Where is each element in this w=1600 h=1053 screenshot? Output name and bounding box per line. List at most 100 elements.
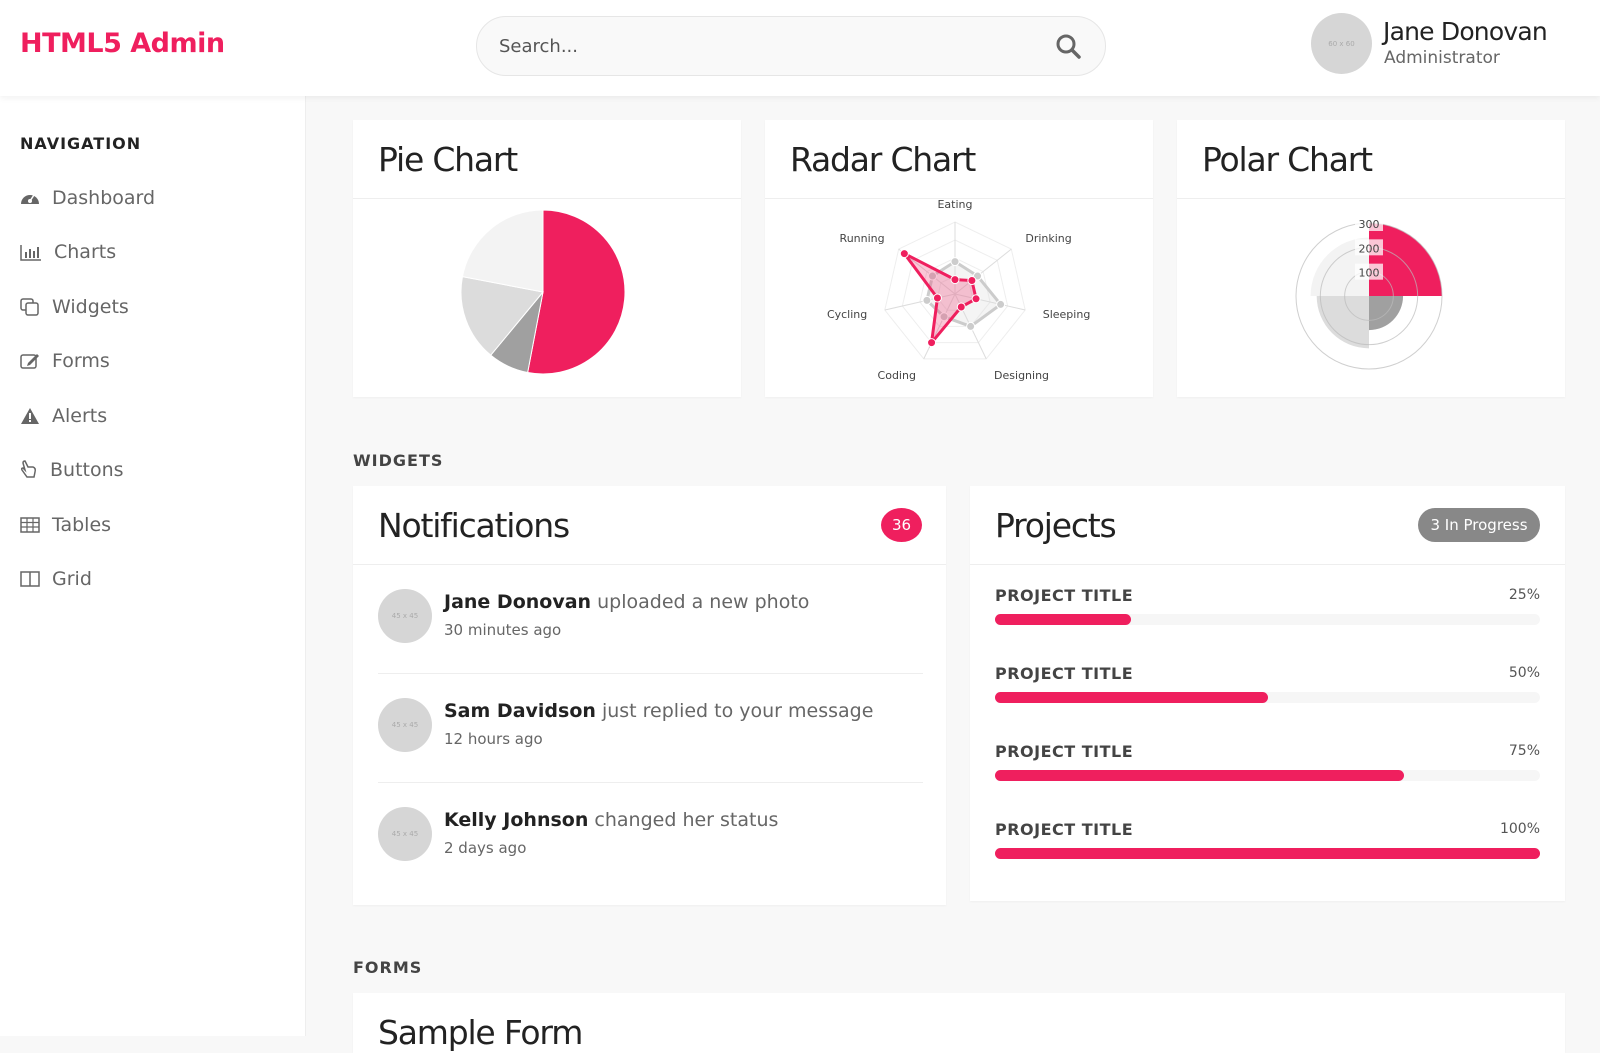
divider [353,564,946,565]
sidebar-item-buttons[interactable]: Buttons [20,455,124,485]
notification-item[interactable]: 45 x 45 Kelly Johnson changed her status… [378,783,923,892]
progress-bar [995,848,1540,859]
warning-icon [21,408,39,424]
search-bar [476,16,1106,76]
user-avatar[interactable]: 60 x 60 [1311,13,1372,74]
project-percent: 25% [1508,587,1540,603]
avatar: 45 x 45 [378,807,432,861]
grid-icon [20,571,40,587]
sidebar-item-tables[interactable]: Tables [20,510,111,540]
notification-action: changed her status [594,809,779,831]
polar-segment [1310,237,1369,296]
radar-point [927,338,937,348]
radar-grid [901,239,1009,344]
nav-heading: NAVIGATION [20,134,142,153]
progress-fill [995,614,1132,625]
widgets-heading: WIDGETS [353,451,444,470]
sidebar-item-alerts[interactable]: Alerts [20,401,107,431]
notification-count-badge: 36 [881,508,922,542]
polar-chart-card: Polar Chart 100 200 300 [1177,120,1565,397]
polar-tick-backdrop [1355,215,1383,231]
dashboard-icon [21,194,39,204]
user-role: Administrator [1384,48,1500,68]
radar-point [927,271,937,281]
radar-label: Eating [937,198,972,211]
progress-fill [995,848,1540,859]
radar-spoke [954,248,1012,295]
radar-label: Cycling [827,308,867,321]
notification-time: 12 hours ago [444,730,543,748]
notifications-card: Notifications 36 45 x 45 Jane Donovan up… [353,486,946,905]
pie-slice [461,209,544,293]
widgets-icon [20,298,39,316]
radar-spoke [923,293,956,360]
polar-tick-backdrop [1355,239,1383,256]
radar-point [966,321,976,331]
notification-action: uploaded a new photo [597,591,810,613]
radar-grid [936,275,974,311]
notification-user[interactable]: Kelly Johnson [444,809,589,831]
search-icon[interactable] [1055,33,1081,63]
polar-chart: 100 200 300 [1295,215,1443,370]
pie-slice [527,209,626,375]
radar-spoke [954,293,1026,311]
radar-grid [919,257,991,327]
avatar: 45 x 45 [378,589,432,643]
project-title: PROJECT TITLE [995,586,1134,605]
sidebar-item-dashboard[interactable]: Dashboard [20,183,155,213]
notification-item[interactable]: 45 x 45 Jane Donovan uploaded a new phot… [378,565,923,674]
divider [353,198,741,199]
sidebar-item-widgets[interactable]: Widgets [20,292,129,322]
sidebar-item-forms[interactable]: Forms [20,346,110,376]
radar-point [932,293,942,303]
notification-user[interactable]: Jane Donovan [444,591,592,613]
project-title: PROJECT TITLE [995,742,1134,761]
card-title: Projects [995,506,1117,545]
progress-bar [995,770,1540,781]
radar-point [967,276,977,286]
forms-heading: FORMS [353,958,423,977]
progress-fill [995,770,1404,781]
polar-tick-label: 200 [1359,242,1380,255]
radar-point [950,257,960,267]
edit-icon [20,354,39,369]
notification-item[interactable]: 45 x 45 Sam Davidson just replied to you… [378,674,923,783]
radar-label: Designing [994,369,1049,382]
progress-bar [995,614,1540,625]
divider [1177,198,1565,199]
project-title: PROJECT TITLE [995,664,1134,683]
radar-point [950,275,960,285]
table-icon [20,517,40,533]
project-title: PROJECT TITLE [995,820,1134,839]
in-progress-badge: 3 In Progress [1418,508,1540,542]
polar-tick-label: 100 [1359,267,1380,280]
sidebar-item-label: Tables [52,514,112,536]
sidebar-item-grid[interactable]: Grid [20,564,92,594]
radar-label: Sleeping [1043,308,1091,321]
sidebar-item-label: Buttons [50,459,124,481]
card-title: Pie Chart [378,140,518,179]
projects-card: Projects 3 In Progress PROJECT TITLE 25% P… [970,486,1565,901]
project-percent: 75% [1508,743,1540,759]
project-percent: 100% [1499,821,1540,837]
polar-segment [1316,296,1369,349]
sidebar-item-charts[interactable]: Charts [20,237,116,267]
polar-tick-label: 300 [1359,218,1380,231]
polar-tick-backdrop [1355,263,1383,280]
radar-label: Running [840,232,885,245]
project-item: PROJECT TITLE 75% [995,742,1540,812]
radar-point [922,295,932,305]
notification-user[interactable]: Sam Davidson [444,700,596,722]
notification-action: just replied to your message [601,700,874,722]
sidebar-item-label: Charts [54,241,117,263]
radar-point [971,294,981,304]
sidebar-item-label: Dashboard [52,187,156,209]
pie-slice [460,276,544,356]
search-input[interactable] [499,31,1019,61]
card-title: Radar Chart [790,140,976,179]
sidebar-item-label: Grid [52,568,92,590]
app-logo[interactable]: HTML5 Admin [20,28,225,59]
radar-grid [884,221,1026,360]
radar-label: Coding [878,369,916,382]
progress-bar [995,692,1540,703]
